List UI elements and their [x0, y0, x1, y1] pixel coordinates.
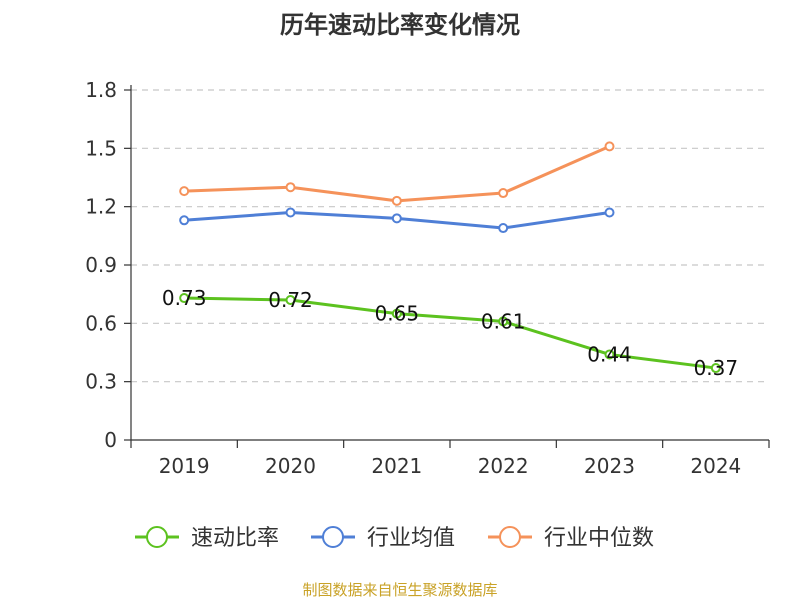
y-tick-label: 0.9: [85, 253, 117, 277]
y-tick-label: 0.3: [85, 370, 117, 394]
y-tick-label: 0: [104, 428, 117, 452]
data-point: [179, 215, 190, 226]
legend-item-2[interactable]: 行业中位数: [488, 526, 654, 551]
data-point: [604, 207, 615, 218]
legend-label: 行业中位数: [544, 526, 654, 551]
grid-lines: [131, 89, 765, 383]
legend-label: 速动比率: [191, 526, 279, 551]
x-tick-label: 2021: [371, 454, 422, 478]
legend-item-0[interactable]: 速动比率: [135, 526, 279, 551]
legend-label: 行业均值: [367, 526, 455, 551]
data-point: [604, 141, 615, 152]
data-label: 0.72: [268, 288, 313, 312]
data-label: 0.44: [587, 342, 632, 366]
data-point: [604, 349, 615, 360]
data-point: [391, 213, 402, 224]
y-tick-label: 1.2: [85, 195, 117, 219]
axes: 0 0.3 0.6 0.9 1.2 1.5 1.8 2019 2020 2021 2022 2023 2…: [85, 78, 770, 478]
data-point: [179, 186, 190, 197]
y-tick-label: 0.6: [85, 311, 117, 335]
legend-marker: [322, 526, 344, 548]
data-point: [498, 316, 509, 327]
x-tick-label: 2023: [584, 454, 635, 478]
legend: 速动比率 行业均值 行业中位数: [135, 526, 654, 551]
y-tick-label: 1.5: [85, 136, 117, 160]
series-points: [179, 141, 721, 374]
chart-title: 历年速动比率变化情况: [280, 11, 520, 39]
data-label: 0.37: [694, 356, 739, 380]
data-point: [391, 308, 402, 319]
series-line-0: [184, 296, 717, 370]
y-tick-label: 1.8: [85, 78, 117, 102]
legend-marker: [146, 526, 168, 548]
legend-marker: [499, 526, 521, 548]
series-lines: [184, 145, 717, 370]
data-label: 0.73: [162, 286, 207, 310]
data-point: [179, 293, 190, 304]
data-point: [498, 188, 509, 199]
x-tick-label: 2022: [478, 454, 529, 478]
x-tick-label: 2020: [265, 454, 316, 478]
data-label: 0.65: [375, 302, 420, 326]
source-note: 制图数据来自恒生聚源数据库: [302, 581, 497, 599]
data-label: 0.61: [481, 309, 526, 333]
x-tick-label: 2024: [690, 454, 741, 478]
data-labels: 0.73 0.72 0.65 0.61 0.44 0.37: [162, 286, 738, 380]
data-point: [285, 207, 296, 218]
series-line-2: [184, 145, 611, 203]
data-point: [498, 223, 509, 234]
data-point: [710, 363, 721, 374]
legend-item-1[interactable]: 行业均值: [311, 526, 455, 551]
data-point: [285, 295, 296, 305]
data-point: [285, 182, 296, 193]
data-point: [391, 195, 402, 206]
x-tick-label: 2019: [159, 454, 210, 478]
